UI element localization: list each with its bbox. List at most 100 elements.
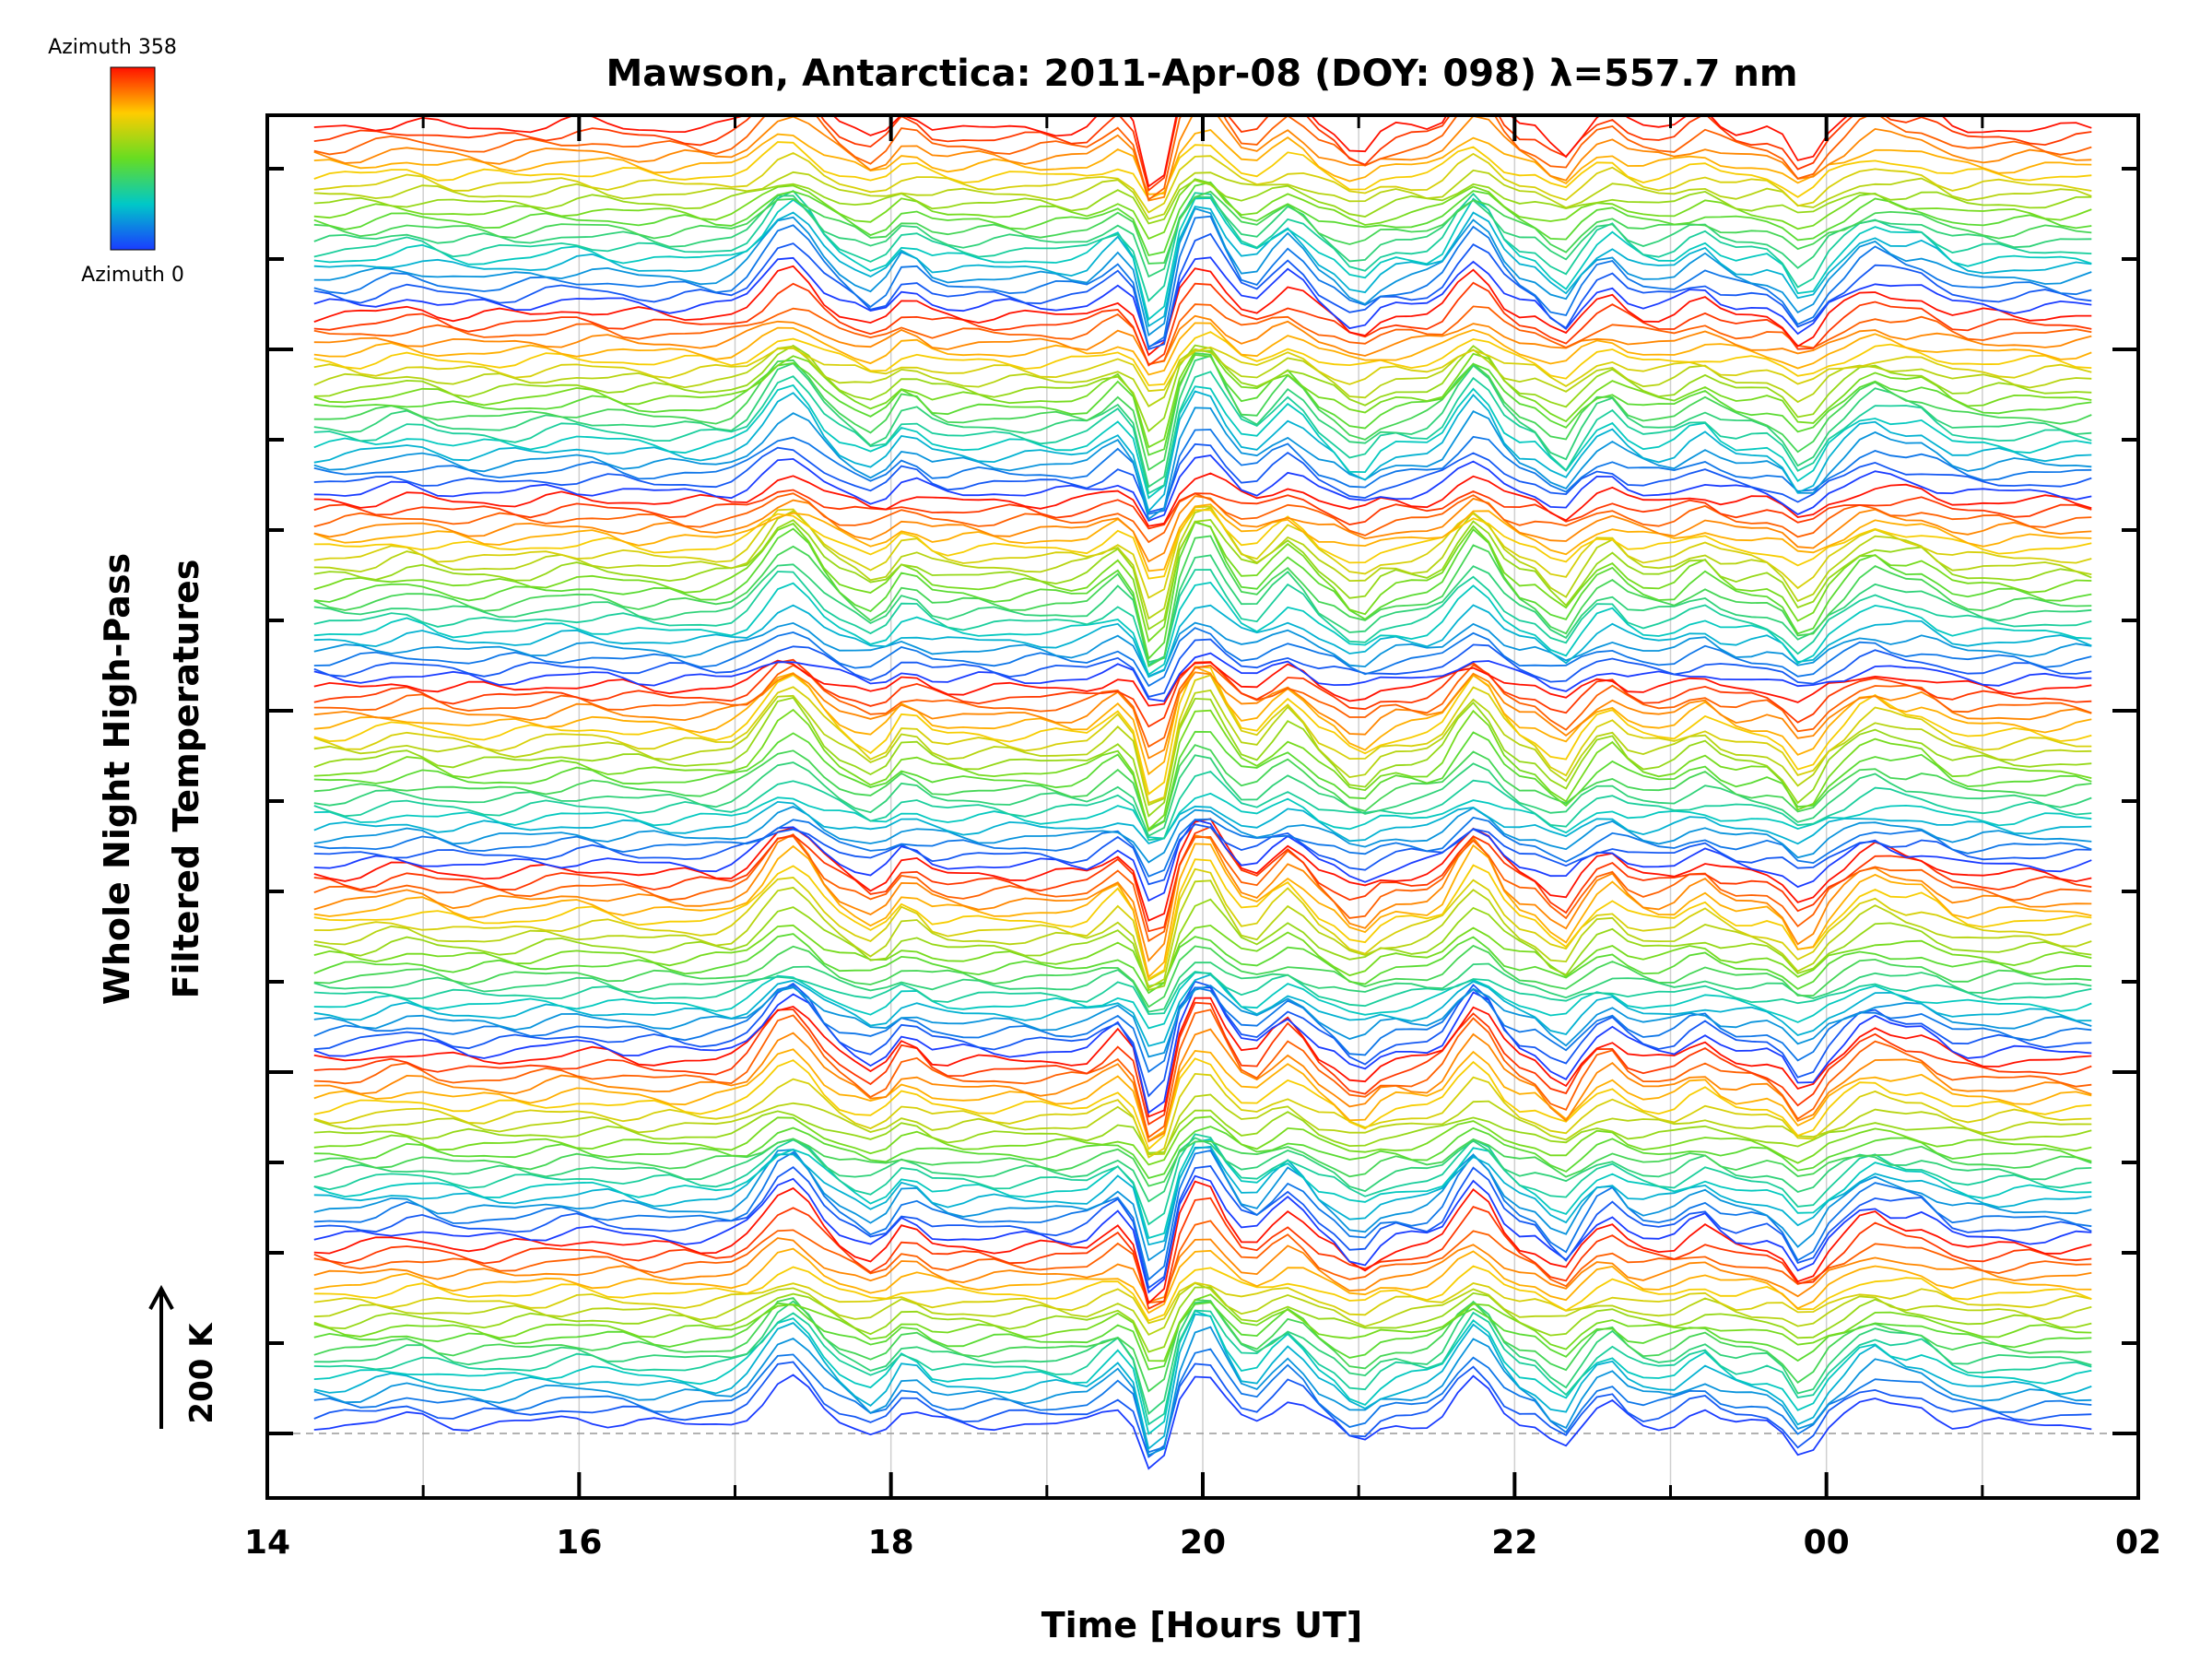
colorbar: [110, 66, 156, 251]
x-axis-label: Time [Hours UT]: [1041, 1605, 1363, 1645]
scale-bar-label: 200 K: [183, 1322, 220, 1424]
trace-line: [313, 519, 2092, 631]
trace-line: [313, 835, 2092, 943]
trace-line: [313, 390, 2092, 513]
trace-line: [313, 505, 2092, 599]
trace-line: [313, 115, 2092, 188]
trace-line: [313, 1174, 2092, 1294]
y-axis-label-line2: Filtered Temperatures: [166, 560, 206, 999]
x-tick-label: 16: [556, 1524, 602, 1562]
trace-line: [313, 879, 2092, 990]
trace-line: [313, 1149, 2092, 1281]
trace-line: [313, 944, 2092, 1008]
trace-line: [313, 1374, 2092, 1470]
trace-line: [313, 730, 2092, 832]
trace-line: [313, 818, 2092, 922]
x-tick-label: 20: [1180, 1524, 1226, 1562]
trace-line: [313, 1126, 2092, 1180]
x-tick-label: 18: [868, 1524, 914, 1562]
trace-line: [313, 1361, 2092, 1458]
trace-line: [313, 1293, 2092, 1362]
trace-line: [313, 973, 2092, 1047]
trace-line: [313, 1072, 2092, 1159]
trace-line: [313, 806, 2092, 864]
trace-line: [313, 115, 2092, 201]
trace-line: [313, 792, 2092, 840]
trace-line: [313, 207, 2092, 337]
trace-line: [313, 1247, 2092, 1315]
trace-line: [313, 1057, 2092, 1150]
trace-line: [313, 666, 2092, 776]
trace-line: [313, 664, 2092, 749]
trace-line: [313, 1165, 2092, 1290]
trace-line: [313, 627, 2092, 688]
trace-line: [313, 1326, 2092, 1457]
trace-line: [313, 1133, 2092, 1226]
trace-line: [313, 659, 2092, 707]
axis-layer: 14 16 18 20 22 00 02: [244, 115, 2161, 1562]
trace-line: [313, 554, 2092, 664]
trace-line: [313, 535, 2092, 667]
chart-title: Mawson, Antarctica: 2011-Apr-08 (DOY: 09…: [606, 53, 1797, 95]
trace-line: [313, 346, 2092, 393]
trace-line: [313, 744, 2092, 831]
trace-line: [313, 1048, 2092, 1142]
trace-line: [313, 503, 2092, 572]
trace-line: [313, 1348, 2092, 1454]
trace-line: [313, 754, 2092, 838]
trace-line: [313, 181, 2092, 257]
trace-line: [313, 696, 2092, 818]
trace-line: [313, 151, 2092, 214]
trace-line: [313, 190, 2092, 265]
trace-line: [313, 215, 2092, 349]
trace-line: [313, 371, 2092, 495]
trace-line: [313, 265, 2092, 357]
trace-line: [313, 1220, 2092, 1303]
trace-line: [313, 1286, 2092, 1353]
trace-line: [313, 1115, 2092, 1166]
trace-line: [313, 281, 2092, 367]
trace-line: [313, 1145, 2092, 1246]
trace-line: [313, 652, 2092, 702]
trace-line: [313, 569, 2092, 666]
trace-line: [313, 1301, 2092, 1371]
trace-line: [313, 985, 2092, 1074]
trace-line: [313, 816, 2092, 878]
trace-line: [313, 352, 2092, 472]
trace-line: [313, 322, 2092, 376]
trace-line: [313, 489, 2092, 530]
trace-line: [313, 638, 2092, 698]
trace-line: [313, 621, 2092, 678]
trace-line: [313, 689, 2092, 807]
trace-line: [313, 195, 2092, 278]
trace-line: [313, 971, 2092, 1016]
trace-line: [313, 1138, 2092, 1187]
y-axis-label-line1: Whole Night High-Pass: [97, 553, 137, 1005]
plot-frame: [265, 113, 2140, 1500]
trace-line: [313, 454, 2092, 522]
trace-line: [313, 671, 2092, 760]
trace-line: [313, 331, 2092, 386]
trace-line: [313, 314, 2092, 365]
x-tick-label: 14: [244, 1524, 290, 1562]
trace-line: [313, 1313, 2092, 1451]
trace-line: [313, 1300, 2092, 1416]
trace-line: [313, 867, 2092, 982]
trace-line: [313, 1237, 2092, 1303]
trace-line: [313, 819, 2092, 902]
trace-line: [313, 520, 2092, 643]
trace-line: [313, 344, 2092, 433]
trace-line: [313, 492, 2092, 544]
trace-line: [313, 1281, 2092, 1325]
trace-line: [313, 472, 2092, 527]
trace-line: [313, 1028, 2092, 1143]
trace-line: [313, 256, 2092, 348]
trace-line: [313, 197, 2092, 322]
colorbar-top-label: Azimuth 358: [48, 36, 177, 59]
trace-line: [313, 674, 2092, 805]
trace-line: [313, 141, 2092, 200]
trace-line: [313, 800, 2092, 845]
scale-bar: 200 K: [148, 1284, 220, 1429]
